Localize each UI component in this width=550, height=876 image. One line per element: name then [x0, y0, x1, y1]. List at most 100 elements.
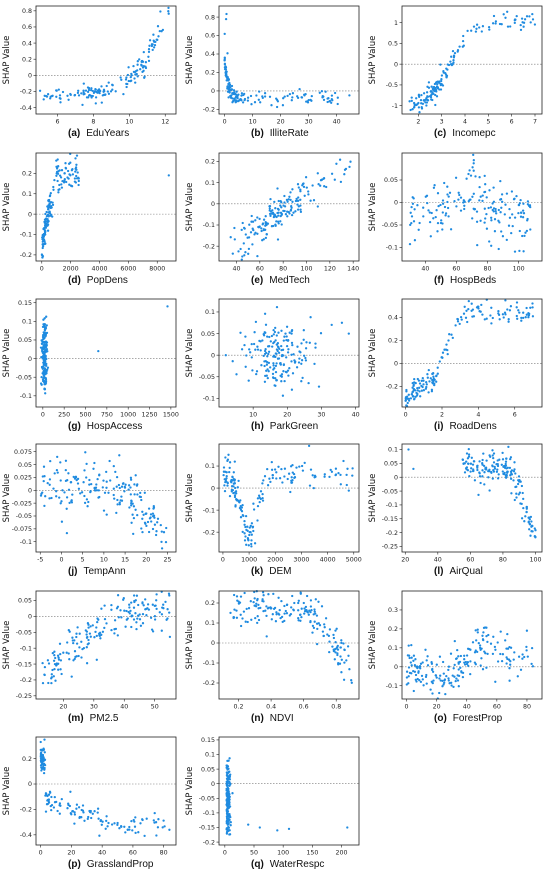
data-point [334, 651, 337, 654]
data-point [77, 179, 80, 183]
data-point [244, 620, 247, 623]
data-point [145, 524, 148, 528]
data-point [330, 172, 334, 175]
data-point [471, 308, 475, 311]
data-point [529, 228, 532, 231]
data-point [447, 668, 450, 672]
data-point [435, 80, 438, 84]
data-point [443, 678, 447, 681]
data-point [304, 356, 307, 360]
data-point [110, 603, 113, 607]
data-point [525, 15, 529, 18]
data-point [497, 247, 500, 251]
panel-letter: (m) [68, 713, 84, 724]
x-tick-label: 20 [67, 850, 75, 857]
data-point [418, 390, 421, 393]
data-point [227, 793, 231, 796]
y-tick-label: -0.1 [20, 645, 32, 652]
data-point [60, 186, 64, 189]
x-tick-label: 30 [90, 704, 98, 711]
data-point [319, 184, 322, 187]
data-point [235, 616, 239, 619]
data-point [425, 383, 428, 386]
data-point [44, 361, 47, 364]
data-point [449, 652, 453, 655]
data-point [43, 221, 46, 224]
data-point [292, 211, 295, 214]
data-point [167, 10, 170, 13]
data-point [515, 194, 518, 198]
data-point [299, 619, 302, 622]
data-point [309, 605, 313, 608]
data-point [413, 664, 417, 667]
data-point [490, 216, 493, 219]
data-point [273, 468, 277, 471]
data-point [139, 495, 143, 499]
data-point [265, 614, 268, 618]
data-point [46, 794, 49, 798]
data-point [523, 18, 527, 21]
data-point [270, 334, 274, 338]
data-point [493, 230, 497, 233]
data-point [282, 363, 286, 366]
data-point [281, 481, 284, 484]
data-point [246, 236, 249, 239]
data-point [458, 45, 461, 48]
data-point [149, 513, 153, 516]
data-point [55, 468, 59, 472]
data-point [93, 810, 96, 813]
data-point [252, 508, 256, 511]
data-point [326, 633, 329, 636]
data-point [110, 628, 113, 632]
data-point [339, 473, 342, 477]
y-tick-label: 0.5 [388, 41, 398, 48]
data-point [492, 468, 495, 472]
data-point [470, 302, 473, 305]
data-point [237, 479, 240, 483]
data-point [244, 365, 247, 368]
data-point [531, 302, 534, 305]
data-point [223, 62, 227, 65]
data-point [425, 91, 429, 94]
x-tick-label: 250 [58, 412, 70, 419]
data-point [299, 613, 302, 616]
data-point [266, 376, 269, 380]
data-point [129, 493, 132, 496]
data-point [85, 476, 88, 479]
data-point [339, 180, 343, 184]
data-point [319, 179, 323, 182]
data-point [424, 675, 428, 679]
data-point [309, 199, 312, 202]
data-point [140, 498, 143, 502]
data-point [476, 628, 479, 631]
data-point [412, 387, 416, 391]
data-point [258, 826, 261, 829]
data-point [229, 611, 232, 615]
data-point [320, 605, 324, 608]
data-point [425, 194, 429, 197]
data-point [477, 641, 480, 645]
data-point [40, 760, 43, 764]
data-point [479, 664, 482, 667]
data-point [265, 369, 268, 372]
data-point [283, 612, 286, 615]
data-point [41, 681, 45, 685]
data-point [418, 386, 421, 389]
data-point [131, 829, 134, 832]
data-point [297, 599, 300, 602]
data-point [158, 611, 161, 614]
data-point [82, 811, 85, 814]
data-point [133, 825, 137, 828]
data-point [446, 200, 449, 204]
data-point [493, 645, 497, 649]
data-point [473, 208, 476, 211]
data-point [347, 332, 350, 335]
data-point [455, 677, 458, 680]
data-point [328, 100, 331, 103]
data-point [225, 782, 229, 785]
data-point [228, 86, 231, 89]
data-point [287, 472, 291, 475]
data-point [448, 333, 451, 336]
